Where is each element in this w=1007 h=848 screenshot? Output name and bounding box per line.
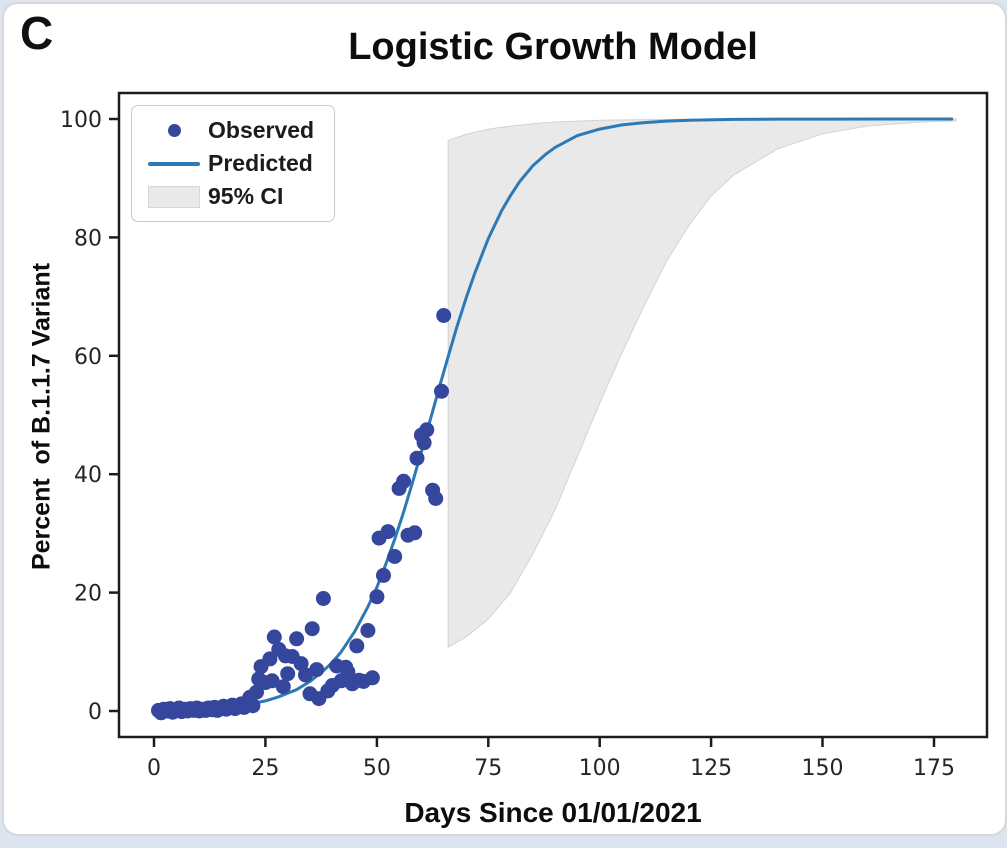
data-point <box>289 631 305 647</box>
legend-label: Observed <box>208 117 315 143</box>
legend-label: 95% CI <box>208 183 284 209</box>
data-point <box>387 549 403 564</box>
y-axis-label: Percent of B.1.1.7 Variant <box>27 262 56 571</box>
data-point <box>407 525 423 541</box>
x-tick-label: 150 <box>802 756 844 781</box>
data-point <box>349 638 365 654</box>
data-point <box>428 491 444 506</box>
legend-label: Predicted <box>208 150 313 176</box>
chart-legend: Observed Predicted 95% CI <box>131 105 335 222</box>
data-point <box>315 591 331 606</box>
x-tick-label: 25 <box>251 756 279 781</box>
legend-dot-icon <box>167 124 181 137</box>
data-point <box>376 567 391 583</box>
data-point <box>436 308 452 323</box>
logistic-growth-chart: 0 25 50 75 100 125 150 175 0 20 40 60 80 100 <box>60 91 989 781</box>
y-tick-label: 0 <box>88 700 102 725</box>
data-point <box>304 621 320 637</box>
y-tick-label: 80 <box>74 226 102 251</box>
panel-label: C <box>20 7 54 59</box>
data-point <box>309 662 325 678</box>
legend-item-predicted: Predicted <box>140 147 324 180</box>
y-tick-label: 60 <box>74 345 102 370</box>
data-point <box>275 679 291 695</box>
data-point <box>434 383 449 399</box>
data-point <box>264 673 280 689</box>
data-point <box>419 422 435 438</box>
y-tick-label: 20 <box>74 582 102 607</box>
y-tick-label: 100 <box>60 108 102 133</box>
y-tick-label: 40 <box>74 463 102 488</box>
observed-points <box>151 308 452 721</box>
data-point <box>280 666 296 682</box>
data-point <box>262 651 278 667</box>
ci-band <box>447 118 957 648</box>
x-tick-label: 50 <box>363 756 391 781</box>
data-point <box>266 629 282 645</box>
legend-item-95-ci: 95% CI <box>140 180 324 213</box>
x-tick-label: 175 <box>913 756 955 781</box>
legend-line-icon <box>148 161 200 166</box>
chart-title: Logistic Growth Model <box>348 26 758 68</box>
data-point <box>369 589 385 605</box>
data-point <box>416 435 432 451</box>
data-point <box>298 667 313 683</box>
x-tick-label: 100 <box>579 756 621 781</box>
data-point <box>380 524 396 540</box>
x-tick-label: 75 <box>474 756 502 781</box>
data-point <box>360 623 376 638</box>
data-point <box>293 656 309 672</box>
x-tick-label: 125 <box>690 756 732 781</box>
plot-frame <box>117 91 989 739</box>
data-point <box>340 664 356 680</box>
x-tick-label: 0 <box>147 756 161 781</box>
data-point <box>364 670 380 686</box>
x-axis-label: Days Since 01/01/2021 <box>404 797 702 828</box>
legend-item-observed: Observed <box>140 114 324 147</box>
legend-patch-icon <box>148 185 200 208</box>
data-point <box>396 473 412 489</box>
data-point <box>249 684 264 700</box>
data-point <box>409 450 425 466</box>
